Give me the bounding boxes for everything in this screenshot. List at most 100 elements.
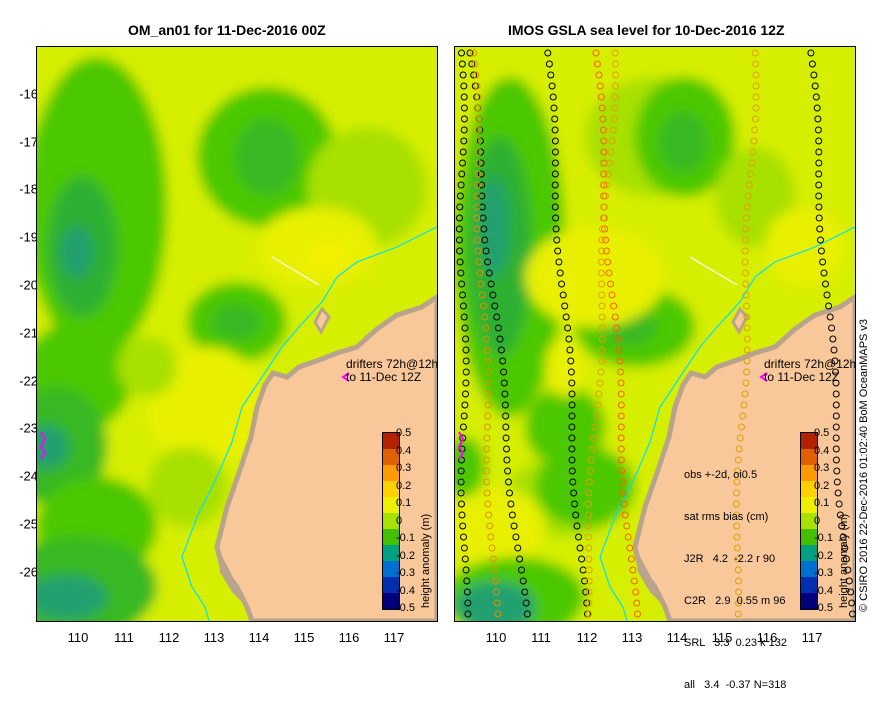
- altimeter-obs-marker: [512, 533, 520, 541]
- altimeter-obs-marker: [734, 566, 742, 574]
- altimeter-obs-marker: [483, 489, 491, 497]
- altimeter-obs-marker: [611, 313, 619, 321]
- altimeter-obs-marker: [634, 610, 641, 618]
- colorbar-tick-label: -0.2: [396, 549, 415, 562]
- right-drifter-track: [457, 431, 465, 460]
- altimeter-obs-marker: [547, 71, 555, 79]
- altimeter-obs-marker: [610, 302, 618, 310]
- altimeter-obs-marker: [573, 522, 581, 530]
- altimeter-obs-marker: [493, 313, 501, 321]
- colorbar-segment: [383, 529, 399, 545]
- altimeter-obs-marker: [836, 511, 844, 519]
- left-island: [313, 306, 331, 336]
- altimeter-obs-marker: [741, 247, 749, 255]
- altimeter-obs-marker: [848, 599, 855, 607]
- altimeter-obs-marker: [494, 324, 502, 332]
- altimeter-obs-marker: [808, 60, 816, 68]
- altimeter-obs-marker: [751, 115, 759, 123]
- altimeter-obs-marker: [600, 192, 608, 200]
- altimeter-obs-marker: [551, 203, 559, 211]
- altimeter-obs-marker: [611, 82, 619, 90]
- altimeter-obs-marker: [551, 159, 559, 167]
- altimeter-obs-marker: [815, 148, 823, 156]
- altimeter-obs-marker: [597, 93, 605, 101]
- altimeter-obs-marker: [493, 599, 501, 607]
- altimeter-obs-marker: [734, 467, 741, 475]
- altimeter-obs-marker: [600, 203, 608, 211]
- altimeter-obs-marker: [461, 401, 469, 409]
- altimeter-obs-marker: [592, 49, 600, 57]
- altimeter-obs-marker: [458, 60, 466, 68]
- altimeter-obs-marker: [475, 115, 483, 123]
- right-drifter-legend: drifters 72h@12h to 11-Dec 12Z: [764, 358, 856, 384]
- colorbar-segment: [801, 513, 817, 529]
- left-map-panel[interactable]: [36, 46, 438, 622]
- altimeter-obs-marker: [752, 60, 760, 68]
- altimeter-obs-marker: [504, 467, 512, 475]
- altimeter-obs-marker: [493, 588, 500, 596]
- altimeter-obs-marker: [585, 588, 593, 596]
- left-gulf: [217, 547, 242, 602]
- altimeter-obs-marker: [733, 489, 740, 497]
- colorbar-tick-label: 0.3: [396, 462, 412, 474]
- altimeter-obs-marker: [811, 82, 819, 90]
- left-white-track: [271, 256, 320, 286]
- altimeter-obs-marker: [460, 313, 468, 321]
- altimeter-obs-marker: [492, 577, 500, 585]
- stats-row: SRL 3.3 0.23 k 132: [684, 637, 787, 649]
- altimeter-obs-marker: [629, 566, 637, 574]
- altimeter-obs-marker: [742, 379, 750, 387]
- altimeter-obs-marker: [611, 60, 619, 68]
- altimeter-obs-marker: [551, 192, 559, 200]
- right-colorbar-title: height anomaly (m): [838, 513, 850, 608]
- altimeter-obs-marker: [815, 203, 823, 211]
- altimeter-obs-marker: [478, 291, 486, 299]
- altimeter-obs-marker: [609, 126, 617, 134]
- altimeter-obs-marker: [586, 467, 594, 475]
- lon-label: 116: [756, 630, 778, 645]
- altimeter-obs-marker: [748, 159, 756, 167]
- altimeter-obs-marker: [462, 346, 470, 354]
- altimeter-obs-marker: [462, 379, 470, 387]
- colorbar-segment: [383, 481, 399, 497]
- lon-label: 111: [114, 630, 134, 645]
- altimeter-obs-marker: [544, 49, 552, 57]
- altimeter-obs-marker: [618, 467, 626, 475]
- altimeter-obs-marker: [487, 533, 495, 541]
- altimeter-obs-marker: [474, 159, 482, 167]
- altimeter-obs-marker: [839, 533, 847, 541]
- right-map-panel[interactable]: [454, 46, 856, 622]
- colorbar-tick-label: 0.2: [814, 479, 830, 492]
- altimeter-obs-marker: [832, 390, 840, 398]
- altimeter-obs-marker: [617, 401, 625, 409]
- altimeter-obs-marker: [460, 126, 468, 134]
- altimeter-obs-marker: [623, 522, 631, 530]
- altimeter-obs-marker: [743, 335, 751, 343]
- stats-row: all 3.4 -0.37 N=318: [684, 679, 787, 691]
- altimeter-obs-marker: [458, 511, 466, 519]
- altimeter-obs-marker: [849, 610, 855, 618]
- altimeter-obs-marker: [474, 170, 482, 178]
- altimeter-obs-marker: [585, 577, 593, 585]
- altimeter-obs-marker: [473, 214, 481, 222]
- altimeter-obs-marker: [470, 71, 478, 79]
- altimeter-obs-marker: [522, 599, 530, 607]
- altimeter-obs-marker: [612, 71, 619, 79]
- altimeter-obs-marker: [835, 500, 843, 508]
- altimeter-obs-marker: [568, 379, 576, 387]
- colorbar-tick-label: -0.1: [396, 532, 415, 544]
- altimeter-obs-marker: [832, 401, 840, 409]
- altimeter-obs-marker: [567, 357, 575, 365]
- altimeter-obs-marker: [483, 478, 491, 486]
- altimeter-obs-marker: [499, 357, 507, 365]
- altimeter-obs-marker: [562, 313, 570, 321]
- altimeter-obs-marker: [585, 533, 592, 541]
- altimeter-obs-marker: [456, 214, 463, 222]
- altimeter-obs-marker: [458, 280, 466, 288]
- altimeter-obs-marker: [473, 225, 481, 233]
- colorbar-tick-label: 0.4: [396, 444, 412, 457]
- altimeter-obs-marker: [578, 555, 586, 563]
- altimeter-obs-marker: [501, 401, 509, 409]
- right-island: [731, 306, 749, 336]
- lat-label: -25: [19, 516, 38, 532]
